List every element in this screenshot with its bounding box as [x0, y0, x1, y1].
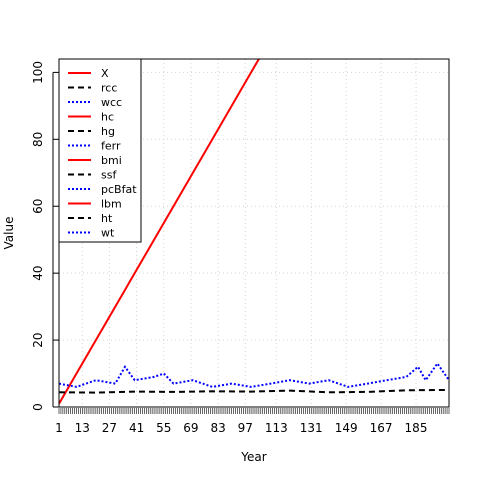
- x-tick-label: 83: [210, 421, 225, 435]
- legend-label-bmi: bmi: [101, 154, 122, 167]
- series-line-rcc: [59, 388, 449, 394]
- legend-label-ht: ht: [101, 212, 113, 225]
- legend-label-ssf: ssf: [101, 169, 117, 182]
- x-tick-label: 167: [370, 421, 393, 435]
- legend-label-x: X: [101, 67, 109, 80]
- y-tick-label: 20: [31, 332, 45, 347]
- y-tick-label: 0: [31, 403, 45, 411]
- legend-label-hc: hc: [101, 111, 114, 124]
- x-tick-label: 13: [75, 421, 90, 435]
- x-tick-label: 131: [300, 421, 323, 435]
- x-tick-label: 113: [265, 421, 288, 435]
- legend-label-rcc: rcc: [101, 82, 117, 95]
- legend-label-lbm: lbm: [101, 198, 122, 211]
- x-tick-label: 149: [335, 421, 358, 435]
- y-tick-label: 100: [31, 61, 45, 84]
- x-tick-label: 1: [55, 421, 63, 435]
- legend-label-hg: hg: [101, 125, 115, 138]
- x-axis: 1 13 27 41 55 69 83 97 113 131 149 167 185: [55, 408, 450, 435]
- legend-label-pcbfat: pcBfat: [101, 183, 137, 196]
- series-layer: [59, 59, 449, 405]
- x-tick-label: 97: [238, 421, 253, 435]
- series-line-x: [59, 59, 261, 405]
- x-tick-label: 69: [183, 421, 198, 435]
- legend-label-wt: wt: [101, 227, 115, 240]
- y-tick-label: 60: [31, 199, 45, 214]
- legend-label-ferr: ferr: [101, 140, 121, 153]
- x-tick-label: 55: [156, 421, 171, 435]
- y-tick-label: 80: [31, 132, 45, 147]
- y-axis: 0 20 40 60 80 100: [31, 61, 59, 411]
- y-tick-label: 40: [31, 266, 45, 281]
- x-tick-label: 27: [102, 421, 117, 435]
- series-line-wcc: [59, 361, 449, 388]
- legend-box: [58, 58, 142, 243]
- x-tick-label: 41: [129, 421, 144, 435]
- legend-label-wcc: wcc: [101, 96, 122, 109]
- x-axis-title: Year: [240, 450, 266, 464]
- y-axis-title: Value: [2, 217, 16, 250]
- x-tick-label: 185: [405, 421, 428, 435]
